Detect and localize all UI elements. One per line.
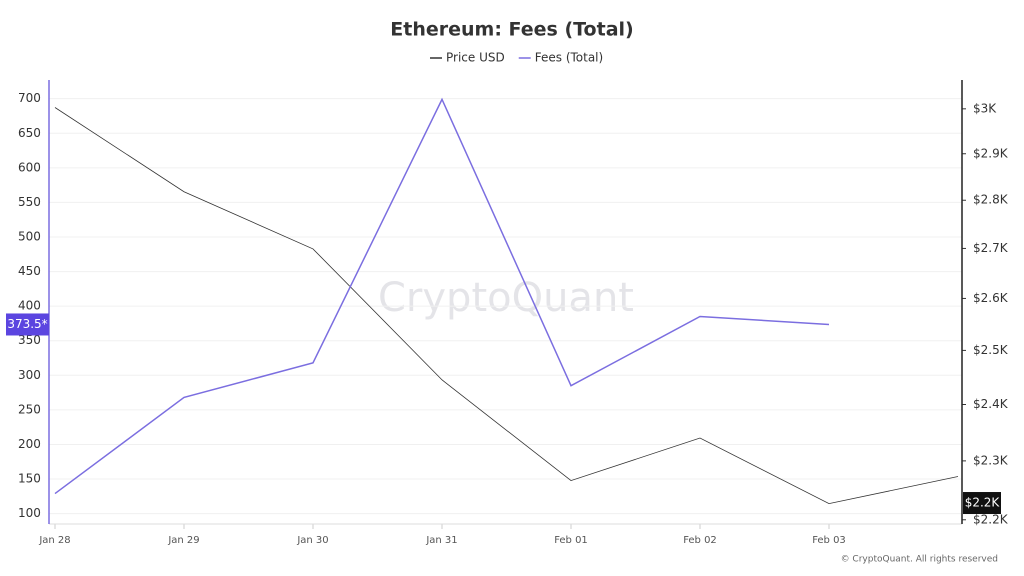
x-tick-label: Feb 01: [554, 535, 588, 546]
legend-label: Fees (Total): [535, 51, 603, 65]
series-line: [54, 97, 830, 495]
x-tick-label: Feb 03: [812, 535, 846, 546]
y-tick-label: 500: [18, 229, 41, 243]
y2-tick-label: $2.7K: [973, 241, 1009, 255]
x-tick-label: Feb 02: [683, 535, 717, 546]
y2-tick-label: $2.2K: [973, 512, 1009, 526]
watermark: CryptoQuant: [378, 275, 634, 321]
copyright: © CryptoQuant. All rights reserved: [841, 555, 998, 565]
y2-tick-label: $2.4K: [973, 397, 1009, 411]
current-value-label: $2.2K: [965, 496, 1001, 510]
y-tick-label: 550: [18, 195, 41, 209]
y2-tick-label: $2.8K: [973, 193, 1009, 207]
x-tick-label: Jan 29: [167, 535, 199, 546]
y-tick-label: 600: [18, 160, 41, 174]
x-tick-label: Jan 31: [425, 535, 457, 546]
y-tick-label: 450: [18, 264, 41, 278]
legend: Price USD Fees (Total): [430, 51, 603, 65]
y-tick-label: 400: [18, 299, 41, 313]
y2-tick-label: $3K: [973, 101, 997, 115]
current-value-label: 373.5*: [7, 317, 47, 331]
y-tick-label: 300: [18, 368, 41, 382]
x-tick-label: Jan 28: [38, 535, 70, 546]
legend-label: Price USD: [446, 51, 505, 65]
y-tick-label: 250: [18, 402, 41, 416]
current-value-tag: [6, 313, 49, 336]
y2-tick-label: $2.5K: [973, 343, 1009, 357]
y2-tick-label: $2.6K: [973, 291, 1009, 305]
current-value-tag: [963, 492, 1001, 515]
series-line: [54, 107, 959, 505]
x-tick-label: Jan 30: [296, 535, 328, 546]
chart-title: Ethereum: Fees (Total): [390, 19, 633, 41]
y2-tick-label: $2.9K: [973, 146, 1009, 160]
y-tick-label: 650: [18, 126, 41, 140]
y-tick-label: 150: [18, 472, 41, 486]
y-tick-label: 100: [18, 506, 41, 520]
y-tick-label: 700: [18, 91, 41, 105]
y-tick-label: 350: [18, 333, 41, 347]
y2-tick-label: $2.3K: [973, 453, 1009, 467]
y-tick-label: 200: [18, 437, 41, 451]
